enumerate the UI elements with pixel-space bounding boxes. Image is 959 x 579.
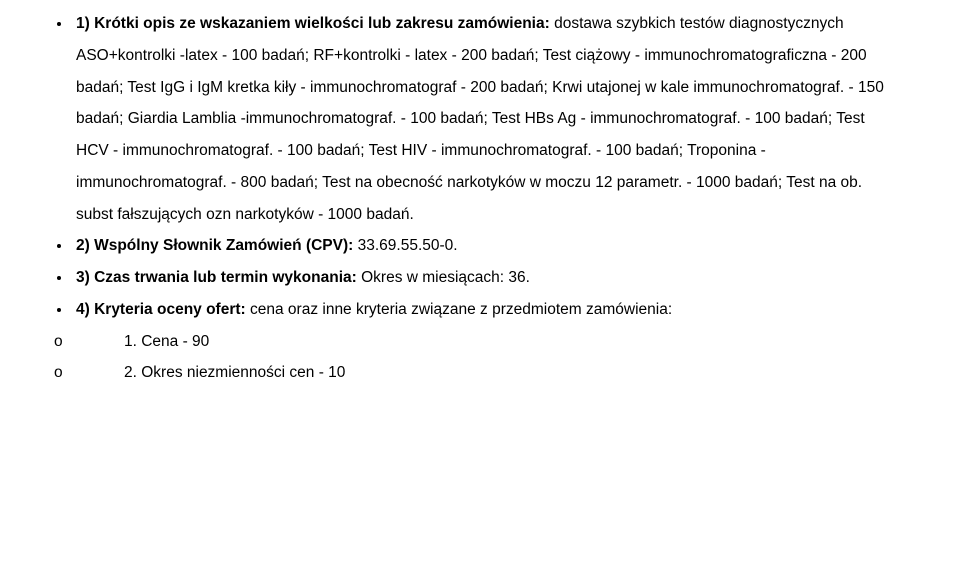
item-4-criteria: 4) Kryteria oceny ofert: cena oraz inne … xyxy=(72,294,889,326)
criteria-row-1: o 1. Cena - 90 xyxy=(50,326,889,358)
numbered-bullet-list: 1) Krótki opis ze wskazaniem wielkości l… xyxy=(50,8,889,326)
item-4-body: cena oraz inne kryteria związane z przed… xyxy=(250,301,672,318)
item-1-heading: 1) Krótki opis ze wskazaniem wielkości l… xyxy=(76,15,550,32)
item-3-heading: 3) Czas trwania lub termin wykonania: xyxy=(76,269,357,286)
criteria-row-2: o 2. Okres niezmienności cen - 10 xyxy=(50,357,889,389)
item-4-heading: 4) Kryteria oceny ofert: xyxy=(76,301,250,318)
sub-marker: o xyxy=(50,357,124,389)
item-2-body: 33.69.55.50-0. xyxy=(353,237,457,254)
item-3-body: Okres w miesiącach: 36. xyxy=(357,269,530,286)
document-page: 1) Krótki opis ze wskazaniem wielkości l… xyxy=(0,0,959,397)
criteria-sublist: o 1. Cena - 90 o 2. Okres niezmienności … xyxy=(50,326,889,390)
criteria-2-text: 2. Okres niezmienności cen - 10 xyxy=(124,357,889,389)
item-2-cpv: 2) Wspólny Słownik Zamówień (CPV): 33.69… xyxy=(72,230,889,262)
sub-marker: o xyxy=(50,326,124,358)
item-1-short-description: 1) Krótki opis ze wskazaniem wielkości l… xyxy=(72,8,889,230)
criteria-1-text: 1. Cena - 90 xyxy=(124,326,889,358)
item-3-duration: 3) Czas trwania lub termin wykonania: Ok… xyxy=(72,262,889,294)
item-2-heading: 2) Wspólny Słownik Zamówień (CPV): xyxy=(76,237,353,254)
item-1-body: dostawa szybkich testów diagnostycznych … xyxy=(76,15,884,223)
